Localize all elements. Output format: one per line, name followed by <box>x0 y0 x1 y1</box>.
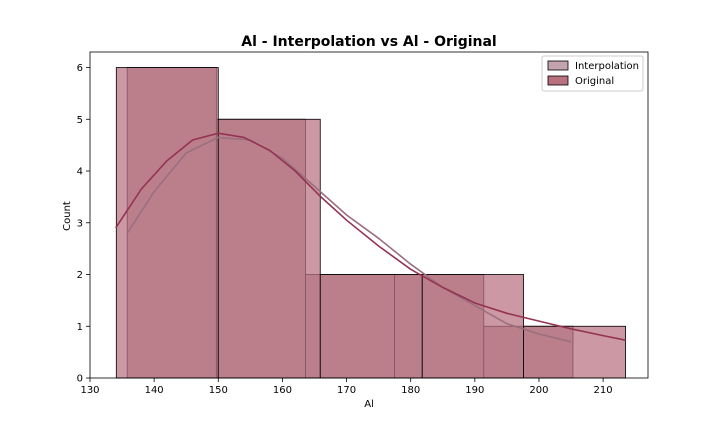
x-tick-label-140: 140 <box>145 385 164 396</box>
x-tick-label-160: 160 <box>273 385 292 396</box>
y-tick-label-1: 1 <box>77 322 83 333</box>
legend-swatch-original <box>547 75 569 86</box>
y-tick-label-6: 6 <box>77 63 83 74</box>
plot-frame <box>89 51 649 379</box>
y-tick-label-3: 3 <box>77 218 83 229</box>
legend-swatch-interpolation <box>547 60 569 71</box>
bar-original-0 <box>115 67 219 379</box>
y-tick-label-2: 2 <box>77 270 83 281</box>
x-tick-label-180: 180 <box>401 385 420 396</box>
bar-original-2 <box>319 274 423 379</box>
y-tick-label-5: 5 <box>77 115 83 126</box>
y-axis: 0 1 2 3 4 5 6 <box>77 63 90 385</box>
kde-line-original <box>115 132 626 341</box>
legend-label-interpolation: Interpolation <box>575 61 639 72</box>
legend: Interpolation Original <box>541 55 644 92</box>
x-tick-label-210: 210 <box>594 385 613 396</box>
legend-label-original: Original <box>575 76 614 87</box>
chart-title: Al - Interpolation vs Al - Original <box>241 34 496 50</box>
x-tick-label-150: 150 <box>209 385 228 396</box>
y-axis-label: Count <box>62 201 73 231</box>
y-tick-label-4: 4 <box>77 167 83 178</box>
x-tick-label-200: 200 <box>529 385 548 396</box>
y-tick-label-0: 0 <box>77 374 83 385</box>
plot-area <box>89 51 649 379</box>
x-axis: 130 140 150 160 170 180 190 200 210 <box>80 378 613 396</box>
bar-original-1 <box>217 118 321 379</box>
x-tick-label-170: 170 <box>337 385 356 396</box>
x-axis-label: Al <box>364 399 374 410</box>
kde-line-interpolation <box>126 136 572 343</box>
x-tick-label-130: 130 <box>80 385 99 396</box>
x-tick-label-190: 190 <box>465 385 484 396</box>
bar-original-3 <box>421 274 524 379</box>
